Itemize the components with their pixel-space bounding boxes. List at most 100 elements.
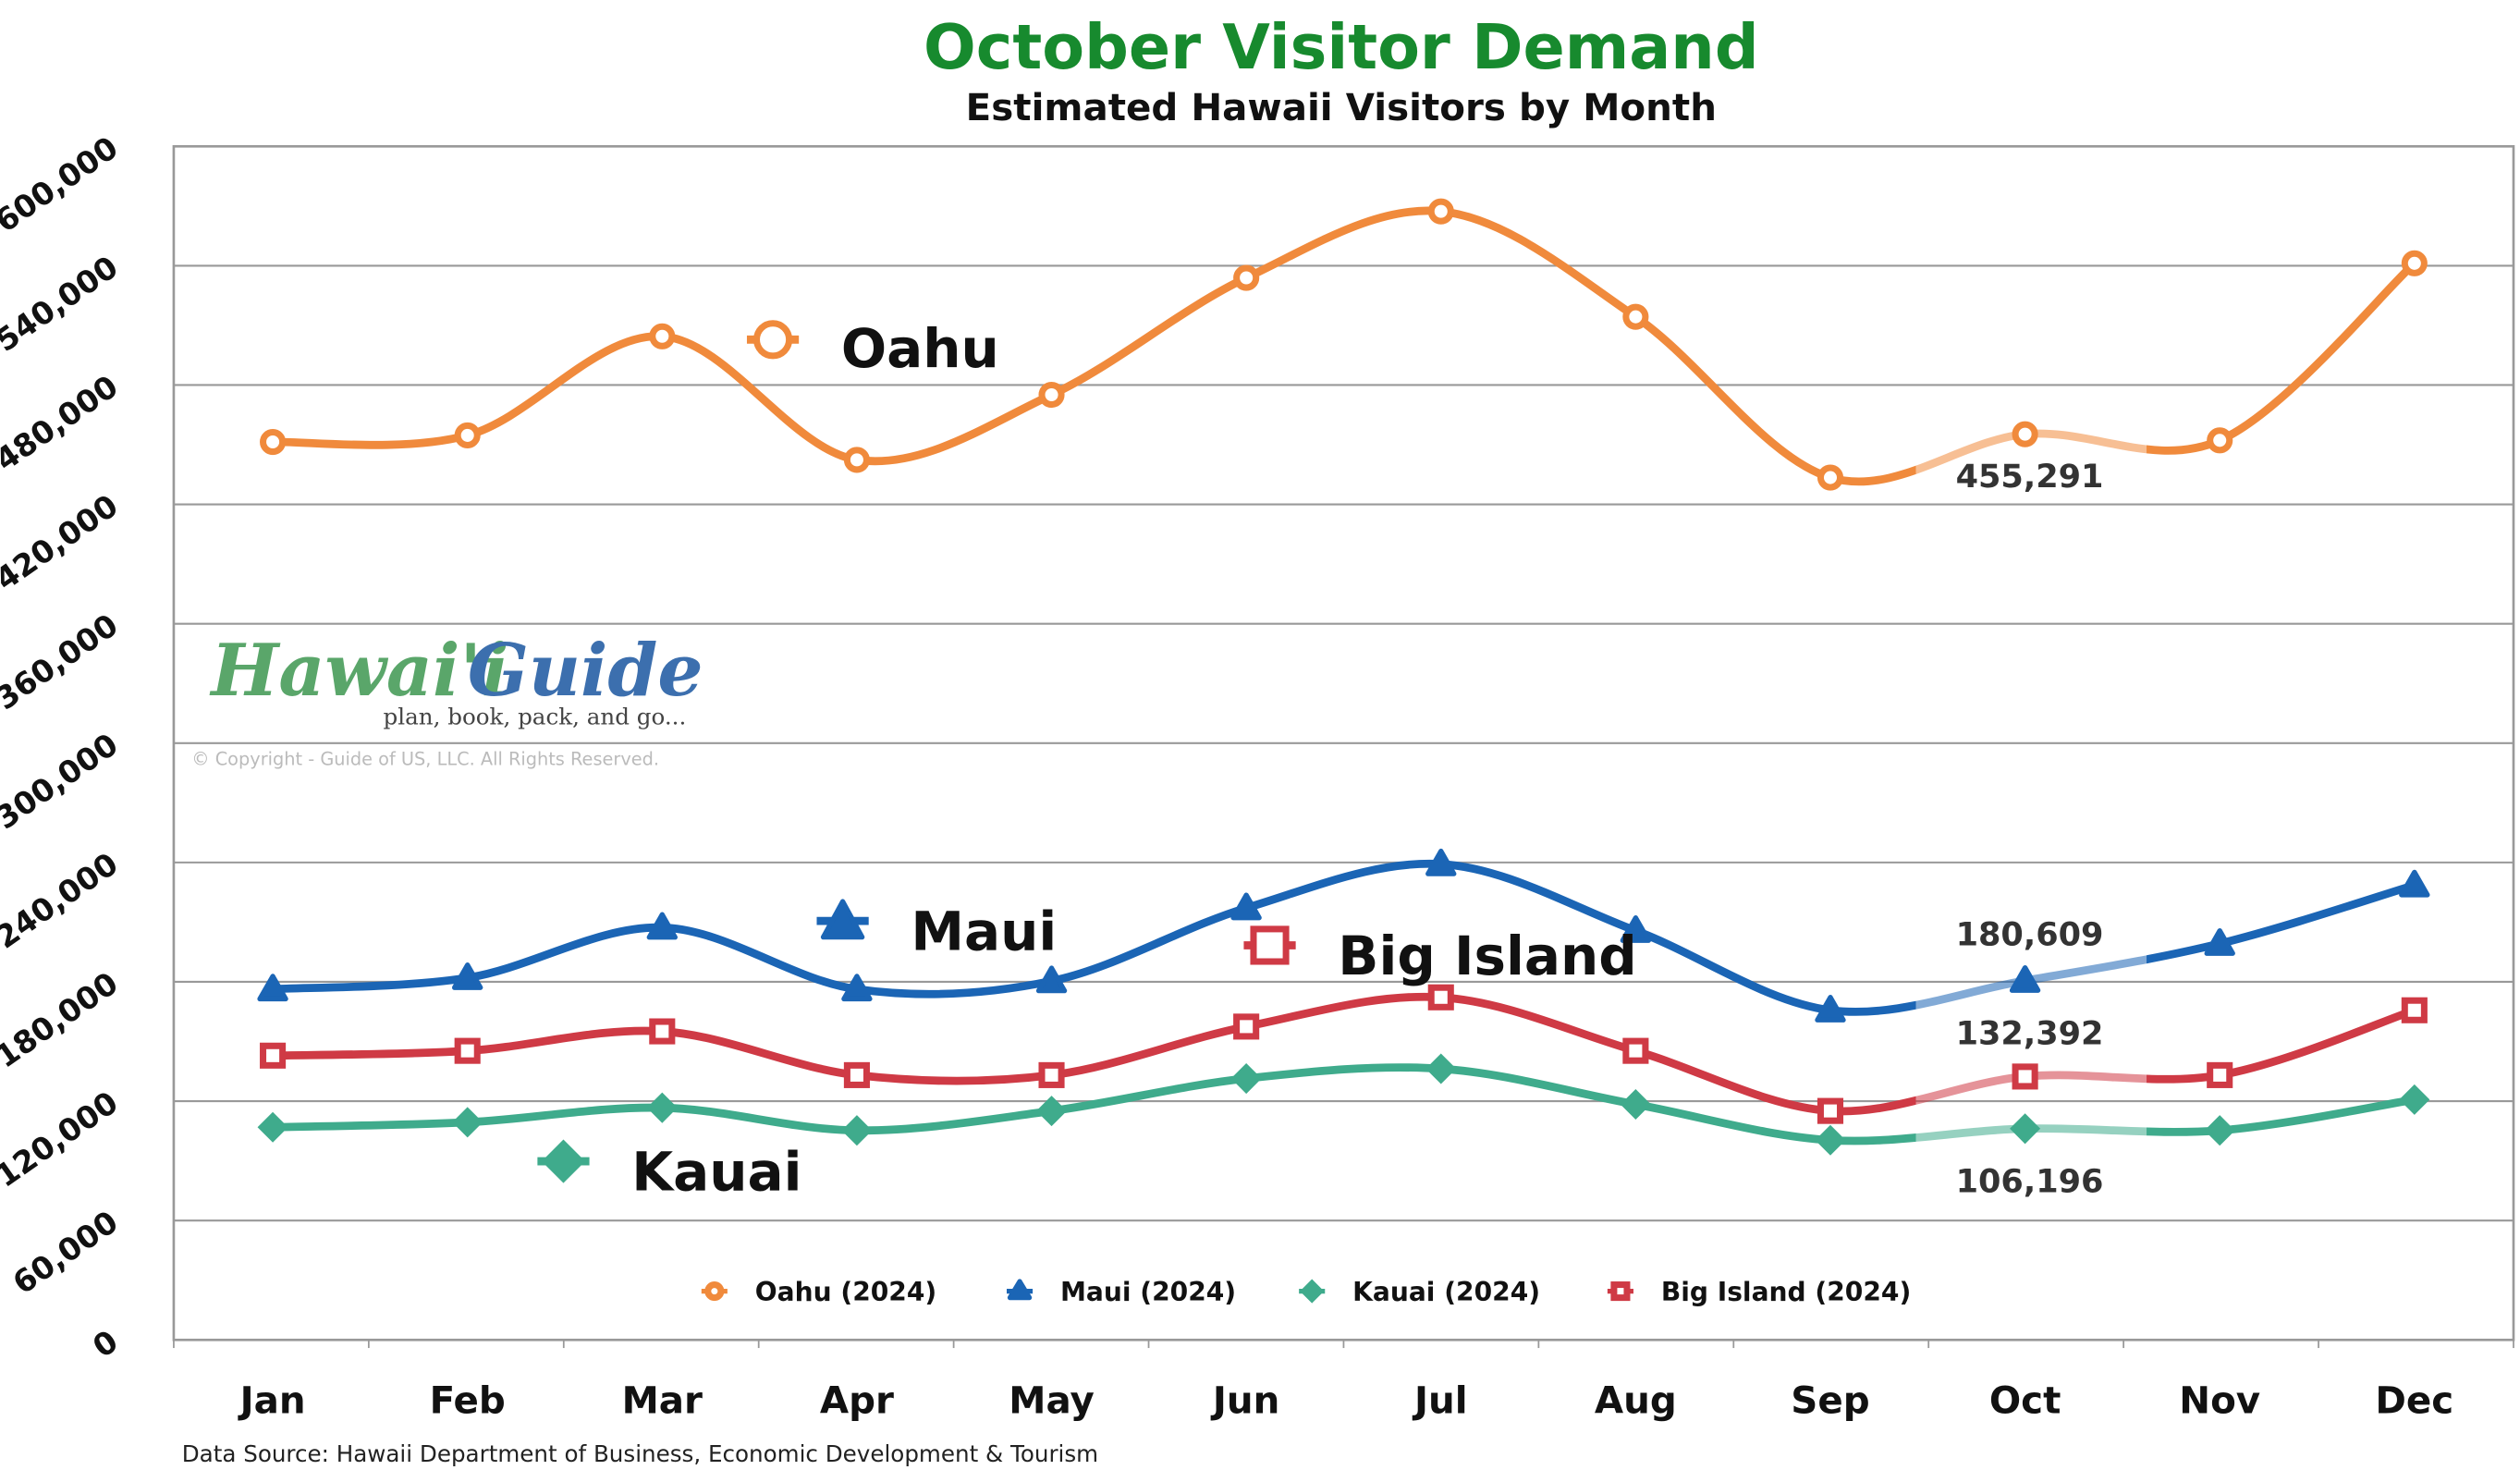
y-tick-label: 180,000 [0, 965, 125, 1075]
data-point [1620, 1088, 1651, 1121]
data-point [260, 428, 287, 456]
legend-label: Maui (2024) [1060, 1277, 1236, 1307]
chart-title: October Visitor Demand [924, 11, 1759, 83]
legend-item: Big Island (2024) [1607, 1277, 1911, 1307]
y-tick-label: 540,000 [0, 249, 125, 359]
y-tick-label: 60,000 [6, 1204, 125, 1302]
annotations: 455,291 180,609 106,196 132,392 Oahu Maui Kaua… [537, 317, 2104, 1204]
data-point [2207, 1061, 2233, 1088]
logo-text-right: Guide [468, 629, 703, 713]
x-tick-label: May [1009, 1378, 1095, 1422]
data-point [1817, 464, 1844, 491]
x-tick-label: Jan [238, 1378, 306, 1422]
series-line-highlight [1915, 1124, 2147, 1142]
hawaii-guide-logo: Hawai'i Guide plan, book, pack, and go..… [191, 629, 703, 770]
data-source: Data Source: Hawaii Department of Busine… [182, 1440, 1098, 1467]
data-point [2010, 1113, 2041, 1145]
y-tick-label: 300,000 [0, 726, 125, 836]
data-label-oct: 455,291 [1956, 458, 2104, 496]
gridlines [172, 144, 2515, 1349]
x-tick-label: Jun [1210, 1378, 1280, 1422]
y-tick-label: 360,000 [0, 606, 125, 717]
data-point [1230, 892, 1262, 921]
data-point [1036, 1096, 1068, 1127]
legend-item: Kauai (2024) [1299, 1277, 1540, 1307]
data-point [2012, 421, 2038, 447]
series-label: Big Island [1338, 925, 1636, 987]
data-point [1427, 198, 1454, 225]
data-point [1815, 1124, 1846, 1156]
series-kauai [257, 1053, 2430, 1156]
data-label-oct: 180,609 [1956, 915, 2104, 953]
data-point [452, 962, 483, 990]
y-tick-label: 0 [86, 1323, 124, 1365]
data-label-oct: 132,392 [1956, 1015, 2104, 1053]
legend: Oahu (2024) Maui (2024) Kauai (2024) Big Is… [701, 1277, 1911, 1307]
data-point [1425, 848, 1457, 876]
data-point [2401, 250, 2428, 276]
data-point [1038, 381, 1065, 409]
data-point [1817, 1097, 1844, 1124]
y-tick-label: 120,000 [0, 1084, 125, 1194]
data-point [454, 1037, 481, 1064]
x-tick-label: Oct [1989, 1378, 2061, 1422]
legend-item: Oahu (2024) [701, 1277, 936, 1307]
data-point [2399, 869, 2430, 898]
series-oahu [260, 198, 2428, 491]
data-point [257, 1111, 288, 1143]
data-point [841, 974, 873, 1002]
legend-marker [1300, 1279, 1325, 1304]
data-point [646, 1092, 678, 1123]
x-tick-label: Dec [2375, 1378, 2453, 1422]
data-point [843, 1061, 870, 1088]
x-tick-label: Mar [622, 1378, 703, 1422]
data-point [1815, 995, 1846, 1023]
data-point [1622, 303, 1649, 330]
data-point [1038, 1061, 1065, 1088]
y-axis: 0 60,000 120,000180,000240,000300,000360,0… [0, 129, 125, 1365]
series-lines [257, 198, 2430, 1156]
legend-marker [1610, 1281, 1631, 1302]
series-maui [257, 848, 2430, 1023]
series-big-island [260, 984, 2428, 1124]
data-point [2207, 427, 2233, 454]
y-tick-label: 480,000 [0, 368, 125, 478]
data-point [1622, 1037, 1649, 1064]
data-point [2399, 1084, 2430, 1115]
series-label-marker [752, 320, 793, 360]
legend-label: Kauai (2024) [1352, 1277, 1540, 1307]
data-point [1233, 264, 1260, 291]
data-point [1427, 984, 1454, 1011]
data-point [452, 1107, 483, 1138]
data-point [649, 323, 676, 349]
copyright-text: © Copyright - Guide of US, LLC. All Righ… [191, 748, 659, 769]
legend-label: Big Island (2024) [1661, 1277, 1911, 1307]
series-label-marker [1250, 925, 1290, 965]
data-point [1425, 1053, 1457, 1084]
x-axis: Jan Feb Mar Apr May Jun Jul Aug Sep Oct Nov Dec [238, 1378, 2454, 1422]
data-point [646, 912, 678, 940]
y-tick-label: 240,000 [0, 846, 125, 956]
legend-marker [1007, 1279, 1033, 1301]
data-point [841, 1115, 873, 1146]
x-tick-label: Aug [1595, 1378, 1677, 1422]
x-tick-label: Feb [430, 1378, 506, 1422]
series-label: Oahu [841, 317, 999, 380]
legend-marker [704, 1281, 725, 1302]
series-line-highlight [1915, 955, 2147, 1010]
series-line-highlight [1915, 1071, 2147, 1105]
data-point [2401, 997, 2428, 1023]
data-point [649, 1018, 676, 1045]
series-line-highlight [1915, 429, 2147, 474]
data-point [843, 447, 870, 473]
y-tick-label: 600,000 [0, 129, 125, 239]
series-label: Maui [911, 900, 1057, 963]
data-point [1233, 1013, 1260, 1040]
chart-subtitle: Estimated Hawaii Visitors by Month [966, 86, 1717, 129]
x-tick-label: Apr [820, 1378, 894, 1422]
data-point [2204, 1115, 2235, 1146]
data-label-oct: 106,196 [1956, 1162, 2104, 1200]
data-point [1035, 965, 1068, 994]
data-point [257, 974, 288, 1002]
